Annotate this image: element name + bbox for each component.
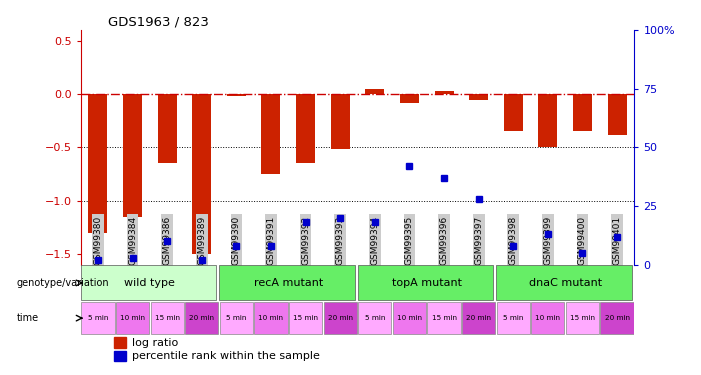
Text: GSM99393: GSM99393 — [336, 215, 345, 265]
Text: topA mutant: topA mutant — [392, 278, 462, 288]
Text: GSM99394: GSM99394 — [370, 216, 379, 265]
Text: GSM99400: GSM99400 — [578, 216, 587, 265]
Text: 15 min: 15 min — [155, 315, 179, 321]
Text: GSM99401: GSM99401 — [613, 216, 622, 265]
Text: 20 min: 20 min — [604, 315, 629, 321]
Text: GSM99389: GSM99389 — [197, 215, 206, 265]
Text: GSM99398: GSM99398 — [509, 215, 518, 265]
Text: GSM99395: GSM99395 — [405, 215, 414, 265]
Bar — [192, 94, 211, 254]
Bar — [227, 94, 246, 96]
Text: GSM99399: GSM99399 — [543, 215, 552, 265]
Bar — [219, 266, 355, 300]
Bar — [573, 94, 592, 131]
Text: GDS1963 / 823: GDS1963 / 823 — [108, 16, 209, 29]
Text: GSM99391: GSM99391 — [266, 215, 275, 265]
Bar — [365, 88, 384, 94]
Text: 5 min: 5 min — [365, 315, 385, 321]
Bar — [81, 266, 217, 300]
Text: 20 min: 20 min — [189, 315, 215, 321]
Text: GSM99386: GSM99386 — [163, 215, 172, 265]
Text: GSM99380: GSM99380 — [93, 215, 102, 265]
Bar — [435, 91, 454, 94]
Text: log ratio: log ratio — [132, 338, 178, 348]
Text: GSM99392: GSM99392 — [301, 216, 310, 265]
Bar — [158, 94, 177, 164]
Text: GSM99396: GSM99396 — [440, 215, 449, 265]
Text: GSM99384: GSM99384 — [128, 216, 137, 265]
Text: percentile rank within the sample: percentile rank within the sample — [132, 351, 320, 361]
Bar — [496, 266, 632, 300]
Bar — [324, 302, 357, 334]
Text: genotype/variation: genotype/variation — [17, 278, 109, 288]
Text: 20 min: 20 min — [327, 315, 353, 321]
Text: 15 min: 15 min — [432, 315, 456, 321]
Bar — [428, 302, 461, 334]
Text: GSM99397: GSM99397 — [474, 215, 483, 265]
Bar — [462, 302, 496, 334]
Text: recA mutant: recA mutant — [254, 278, 323, 288]
Bar — [254, 302, 287, 334]
Text: 10 min: 10 min — [259, 315, 283, 321]
Text: dnaC mutant: dnaC mutant — [529, 278, 601, 288]
Bar — [296, 94, 315, 164]
Bar — [331, 94, 350, 150]
Bar — [261, 94, 280, 174]
Text: time: time — [17, 313, 39, 323]
Bar — [114, 351, 126, 361]
Text: 5 min: 5 min — [226, 315, 247, 321]
Bar — [566, 302, 599, 334]
Bar — [504, 94, 523, 131]
Bar — [608, 94, 627, 135]
Text: 10 min: 10 min — [120, 315, 145, 321]
Text: 20 min: 20 min — [466, 315, 491, 321]
Bar — [88, 94, 107, 232]
Text: 10 min: 10 min — [536, 315, 560, 321]
Bar — [185, 302, 219, 334]
Bar — [219, 302, 253, 334]
Bar — [114, 337, 126, 348]
Bar — [496, 302, 530, 334]
Text: 15 min: 15 min — [293, 315, 318, 321]
Text: wild type: wild type — [124, 278, 175, 288]
Bar — [531, 302, 564, 334]
Bar — [538, 94, 557, 147]
Bar — [289, 302, 322, 334]
Bar — [358, 266, 494, 300]
Bar — [393, 302, 426, 334]
Text: 5 min: 5 min — [503, 315, 524, 321]
Bar — [601, 302, 634, 334]
Bar — [400, 94, 419, 102]
Bar — [81, 302, 114, 334]
Text: GSM99390: GSM99390 — [232, 215, 241, 265]
Bar — [469, 94, 488, 100]
Bar — [123, 94, 142, 217]
Text: 10 min: 10 min — [397, 315, 422, 321]
Bar — [358, 302, 391, 334]
Bar — [116, 302, 149, 334]
Bar — [151, 302, 184, 334]
Text: 15 min: 15 min — [570, 315, 595, 321]
Text: 5 min: 5 min — [88, 315, 108, 321]
